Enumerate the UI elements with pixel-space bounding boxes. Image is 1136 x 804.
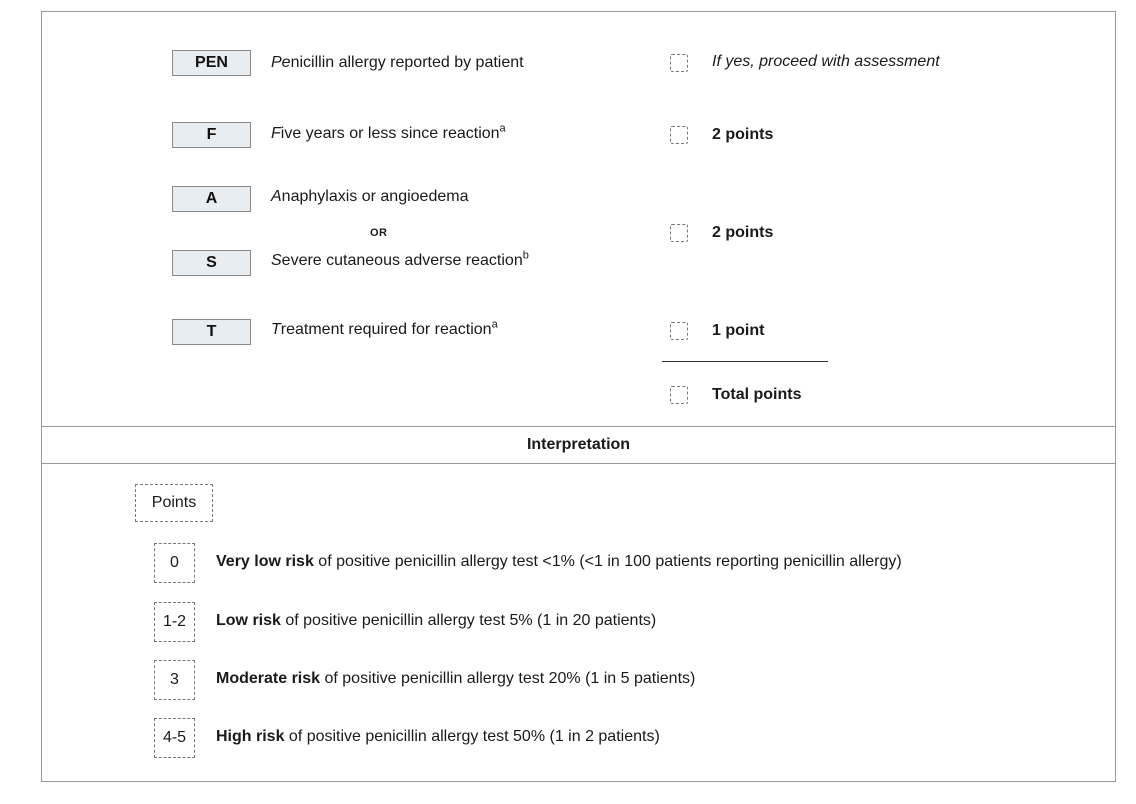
risk-description: of positive penicillin allergy test 50% … <box>284 728 660 745</box>
risk-level: Very low risk <box>216 553 314 570</box>
pen-points-note: If yes, proceed with assessment <box>712 53 940 70</box>
criterion-f-footnote: a <box>499 122 506 135</box>
risk-row-1: Low risk of positive penicillin allergy … <box>216 612 656 630</box>
risk-row-2: Moderate risk of positive penicillin all… <box>216 670 695 688</box>
criterion-a: Anaphylaxis or angioedema <box>271 187 468 207</box>
criterion-a-text: naphylaxis or angioedema <box>281 188 469 205</box>
criterion-t-initial: T <box>271 321 281 338</box>
risk-description: of positive penicillin allergy test 20% … <box>320 670 696 687</box>
score-box-3: 3 <box>154 660 195 700</box>
score-value: 0 <box>170 554 179 571</box>
a-label-box: A <box>172 186 251 212</box>
score-value: 1-2 <box>162 613 187 630</box>
score-box-0: 0 <box>154 543 195 583</box>
t-points: 1 point <box>712 322 765 339</box>
score-box-1-2: 1-2 <box>154 602 195 642</box>
sum-divider <box>662 361 828 362</box>
criterion-pen-initial: Pe <box>271 54 291 71</box>
criterion-s-initial: S <box>271 252 282 269</box>
criterion-f-text: ive years or less since reaction <box>280 125 500 142</box>
pen-fast-card: PEN Penicillin allergy reported by patie… <box>41 11 1116 782</box>
f-checkbox[interactable] <box>670 126 688 144</box>
criterion-t-footnote: a <box>491 318 498 331</box>
or-label: OR <box>370 227 388 239</box>
total-checkbox[interactable] <box>670 386 688 404</box>
risk-description: of positive penicillin allergy test 5% (… <box>280 612 657 629</box>
risk-row-0: Very low risk of positive penicillin all… <box>216 553 902 571</box>
criterion-s-text: evere cutaneous adverse reaction <box>281 252 523 269</box>
points-header-box: Points <box>135 484 213 522</box>
total-points-label: Total points <box>712 386 802 403</box>
criterion-s: Severe cutaneous adverse reactionb <box>271 249 529 271</box>
criterion-t: Treatment required for reactiona <box>271 318 498 340</box>
s-label-box: S <box>172 250 251 276</box>
risk-level: High risk <box>216 728 285 745</box>
criterion-f: Five years or less since reactiona <box>271 122 506 144</box>
t-label-box: T <box>172 319 251 345</box>
a-letter: A <box>205 190 218 207</box>
criterion-pen-text: nicillin allergy reported by patient <box>290 54 524 71</box>
s-letter: S <box>206 254 217 271</box>
score-box-4-5: 4-5 <box>154 718 195 758</box>
criterion-pen: Penicillin allergy reported by patient <box>271 53 524 73</box>
risk-level: Moderate risk <box>216 670 321 687</box>
f-letter: F <box>206 126 217 143</box>
criterion-f-initial: F <box>271 125 281 142</box>
interpretation-header: Interpretation <box>42 426 1115 464</box>
criterion-t-text: reatment required for reaction <box>280 321 492 338</box>
as-checkbox[interactable] <box>670 224 688 242</box>
pen-checkbox[interactable] <box>670 54 688 72</box>
score-value: 4-5 <box>162 729 187 746</box>
interpretation-title: Interpretation <box>526 436 631 453</box>
points-header-label: Points <box>151 494 197 511</box>
t-letter: T <box>206 323 217 340</box>
risk-level: Low risk <box>216 612 281 629</box>
criterion-s-footnote: b <box>522 249 529 262</box>
t-checkbox[interactable] <box>670 322 688 340</box>
f-points: 2 points <box>712 126 774 143</box>
risk-row-3: High risk of positive penicillin allergy… <box>216 728 660 746</box>
risk-description: of positive penicillin allergy test <1% … <box>313 553 902 570</box>
pen-letter: PEN <box>195 54 228 71</box>
criterion-a-initial: A <box>271 188 282 205</box>
score-value: 3 <box>170 671 179 688</box>
f-label-box: F <box>172 122 251 148</box>
pen-label-box: PEN <box>172 50 251 76</box>
as-points: 2 points <box>712 224 774 241</box>
